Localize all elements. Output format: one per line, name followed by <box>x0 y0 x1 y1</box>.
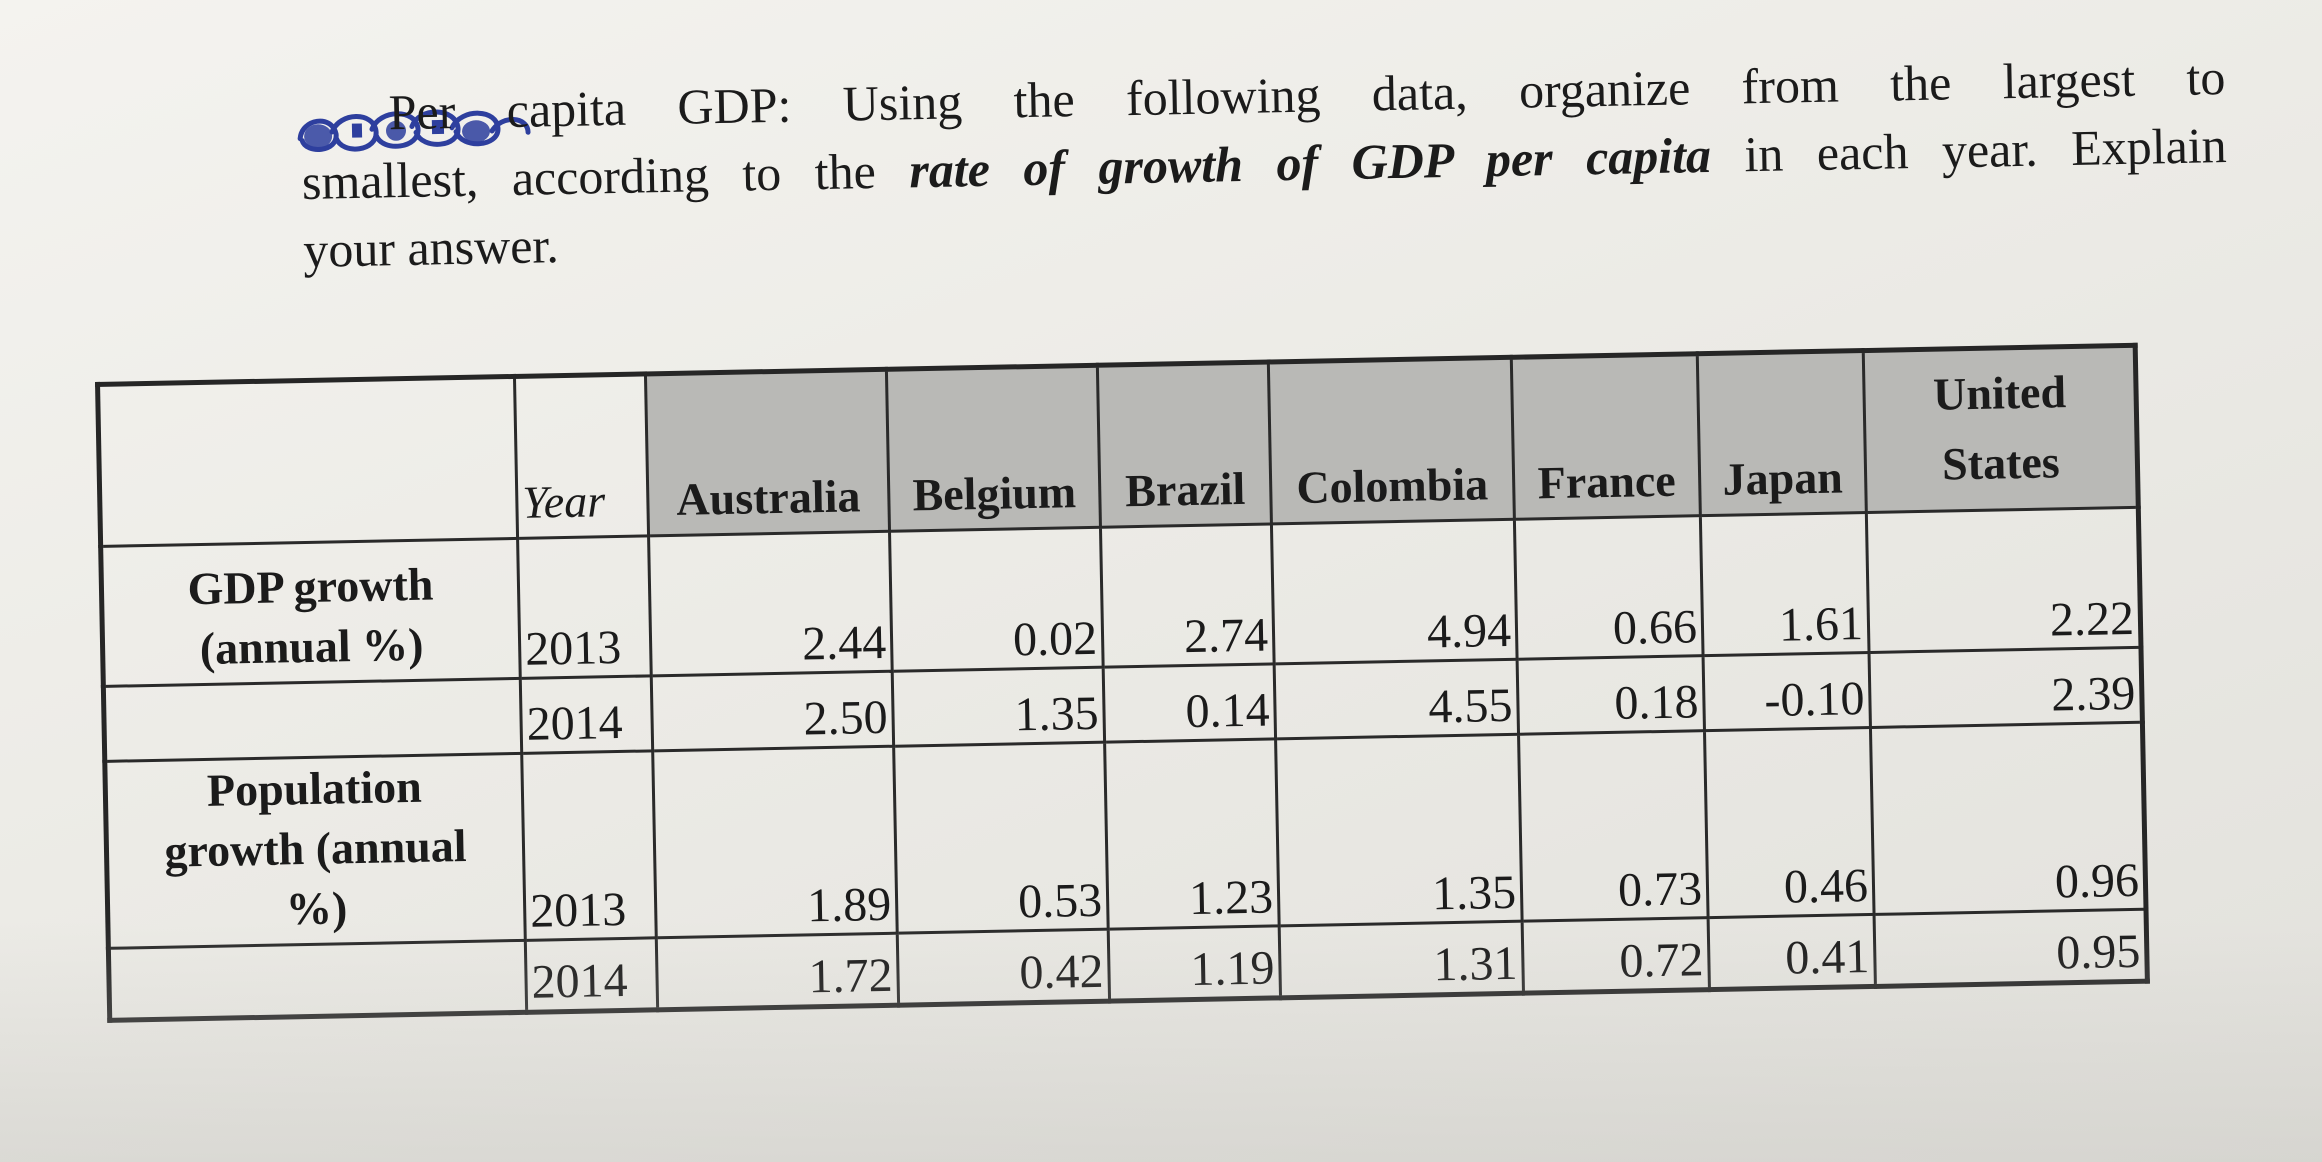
value-cell: 1.23 <box>1104 738 1280 930</box>
data-table-wrapper: Year Australia Belgium Brazil Colombia F… <box>95 342 2150 1023</box>
header-us-line-1: United <box>1932 366 2067 420</box>
pop-label-line-2: growth (annual <box>164 819 467 877</box>
value-cell: 1.61 <box>1700 512 1870 656</box>
value-cell: 2.50 <box>651 671 894 751</box>
value-cell: 1.31 <box>1279 921 1524 998</box>
question-line-2-prefix: smallest, according to the <box>301 142 877 210</box>
value-cell: 2.22 <box>1866 507 2141 653</box>
scribbled-points-annotation <box>297 109 531 152</box>
value-cell: 0.72 <box>1522 917 1710 994</box>
header-year: Year <box>514 373 649 539</box>
row-label-empty <box>103 678 522 762</box>
value-cell: 1.72 <box>656 933 899 1010</box>
header-empty-cell <box>97 376 518 547</box>
pop-label-line-3: %) <box>285 882 348 935</box>
value-cell: 1.89 <box>652 746 898 938</box>
value-cell: -0.10 <box>1703 652 1871 731</box>
value-cell: 0.46 <box>1704 727 1875 918</box>
value-cell: 2.44 <box>648 531 893 676</box>
question-text: Per capita GDP: Using the following data… <box>300 43 2244 284</box>
gdp-label-line-1: GDP growth <box>187 558 434 615</box>
header-us-line-2: States <box>1941 436 2061 490</box>
header-country-japan: Japan <box>1697 350 1867 516</box>
value-cell: 0.42 <box>897 929 1110 1006</box>
value-cell: 0.14 <box>1103 663 1276 743</box>
value-cell: 2.74 <box>1100 523 1275 668</box>
year-cell: 2014 <box>520 675 653 754</box>
value-cell: 1.35 <box>892 667 1105 747</box>
value-cell: 0.96 <box>1870 722 2146 915</box>
year-cell: 2013 <box>517 535 652 679</box>
header-country-united-states: United States <box>1863 345 2139 513</box>
value-cell: 0.02 <box>889 527 1104 672</box>
value-cell: 4.94 <box>1271 519 1518 664</box>
question-line-2-suffix: in each year. Explain <box>1743 117 2228 183</box>
value-cell: 0.53 <box>893 742 1109 934</box>
header-country-france: France <box>1511 353 1701 520</box>
value-cell: 1.35 <box>1275 734 1523 926</box>
value-cell: 2.39 <box>1869 647 2143 728</box>
value-cell: 0.95 <box>1874 909 2148 987</box>
value-cell: 0.18 <box>1517 655 1705 735</box>
value-cell: 0.66 <box>1514 515 1704 660</box>
year-cell: 2013 <box>521 750 657 941</box>
year-cell: 2014 <box>525 937 658 1013</box>
value-cell: 0.73 <box>1518 730 1709 922</box>
header-country-belgium: Belgium <box>886 365 1101 532</box>
pop-label-line-1: Population <box>206 760 423 816</box>
value-cell: 1.19 <box>1108 925 1281 1002</box>
row-label-gdp-growth: GDP growth (annual %) <box>100 538 521 687</box>
header-country-colombia: Colombia <box>1268 357 1515 524</box>
value-cell: 4.55 <box>1274 659 1519 739</box>
gdp-label-line-2: (annual %) <box>199 618 424 675</box>
question-emphasis: rate of growth of GDP per capita <box>908 126 1712 199</box>
header-country-brazil: Brazil <box>1097 361 1272 528</box>
row-label-population-growth: Population growth (annual %) <box>104 753 526 949</box>
row-label-empty <box>108 940 527 1021</box>
header-country-australia: Australia <box>645 369 890 536</box>
value-cell: 0.41 <box>1708 914 1876 990</box>
growth-data-table: Year Australia Belgium Brazil Colombia F… <box>95 342 2150 1023</box>
